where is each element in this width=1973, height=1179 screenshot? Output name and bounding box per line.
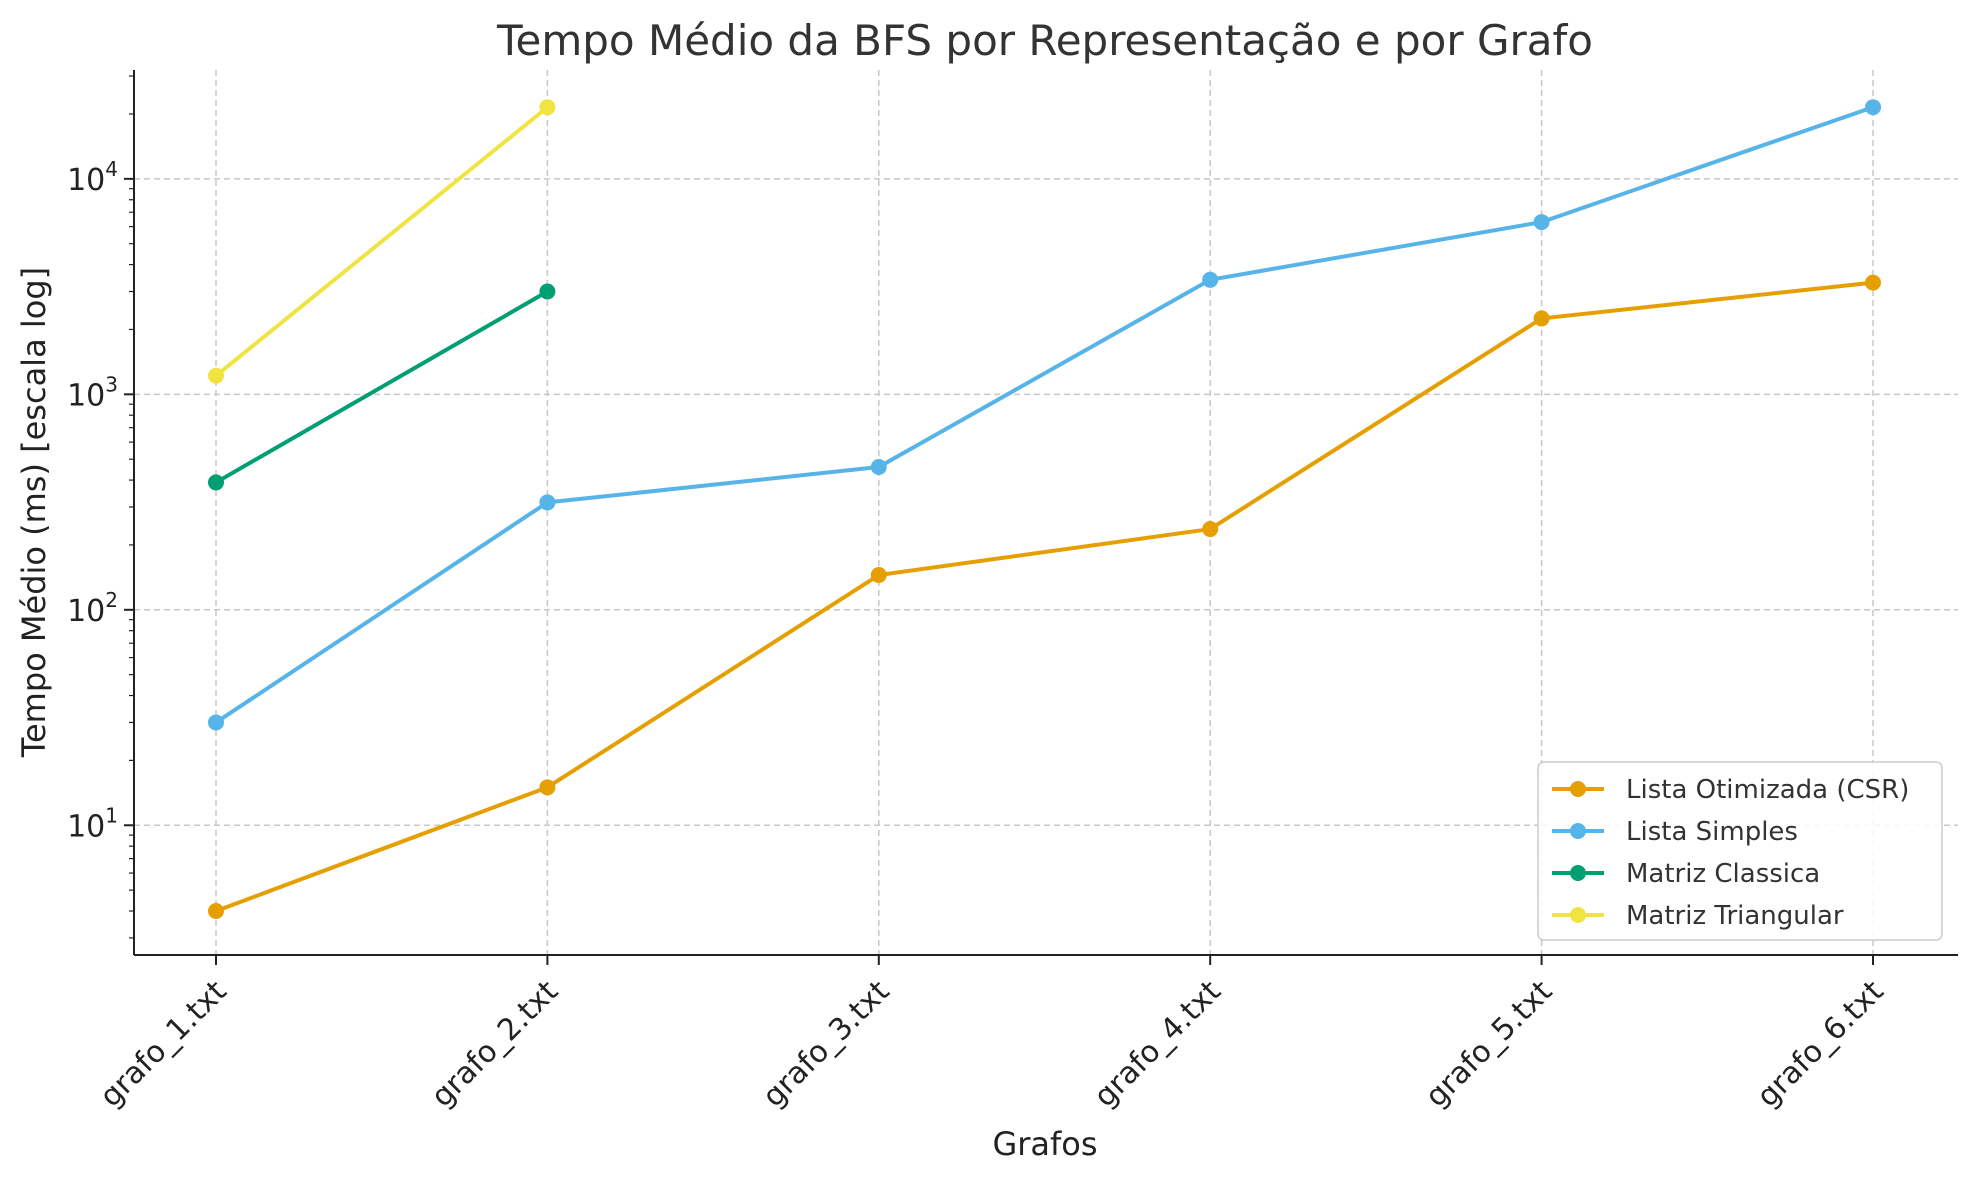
y-tick-label: 104 xyxy=(67,157,118,198)
legend-marker xyxy=(1570,907,1586,923)
y-axis-label: Tempo Médio (ms) [escala log] xyxy=(15,267,53,758)
y-tick-label: 103 xyxy=(67,372,118,413)
legend-marker xyxy=(1570,823,1586,839)
legend-box xyxy=(1537,761,1943,941)
legend-marker xyxy=(1570,781,1586,797)
data-point xyxy=(539,99,556,116)
grid-lines xyxy=(134,70,1958,955)
x-tick-label: grafo_4.txt xyxy=(1087,974,1228,1115)
y-tick-label: 101 xyxy=(67,803,118,844)
data-point xyxy=(539,494,556,511)
data-point xyxy=(1865,274,1881,291)
x-tick-label: grafo_2.txt xyxy=(425,974,566,1115)
x-tick-label: grafo_5.txt xyxy=(1419,974,1560,1115)
x-axis-label: Grafos xyxy=(992,1125,1097,1163)
legend-label: Matriz Triangular xyxy=(1626,901,1844,931)
x-tick-label: grafo_1.txt xyxy=(93,974,234,1115)
series-line xyxy=(215,289,549,485)
data-point xyxy=(208,367,224,384)
data-point xyxy=(539,779,556,796)
series-line xyxy=(214,105,1874,725)
legend-label: Matriz Classica xyxy=(1626,859,1820,889)
legend-marker xyxy=(1570,865,1586,881)
data-point xyxy=(208,903,224,920)
x-tick-label: grafo_6.txt xyxy=(1750,974,1891,1115)
data-point xyxy=(870,458,887,475)
chart-title: Tempo Médio da BFS por Representação e p… xyxy=(496,16,1593,65)
series-lines xyxy=(208,99,1881,920)
series-line xyxy=(214,105,549,378)
data-point xyxy=(1865,99,1881,116)
data-point xyxy=(1533,214,1550,231)
data-point xyxy=(1533,310,1550,327)
data-point xyxy=(1202,521,1219,538)
series-line xyxy=(215,280,1874,913)
legend-label: Lista Simples xyxy=(1626,817,1798,847)
axes xyxy=(133,70,1958,956)
data-point xyxy=(208,714,224,731)
x-tick-label: grafo_3.txt xyxy=(756,974,897,1115)
data-point xyxy=(870,567,887,584)
x-ticks: grafo_1.txt grafo_2.txt grafo_3.txt grafo_4… xyxy=(93,955,1891,1114)
data-point xyxy=(1202,271,1219,288)
legend: Lista Otimizada (CSR) Lista Simples Matriz… xyxy=(1537,761,1943,941)
legend-label: Lista Otimizada (CSR) xyxy=(1626,775,1909,805)
data-point xyxy=(208,474,224,491)
y-ticks: 101 102 103 104 xyxy=(67,75,134,939)
y-tick-label: 102 xyxy=(67,588,118,629)
data-point xyxy=(539,283,556,300)
